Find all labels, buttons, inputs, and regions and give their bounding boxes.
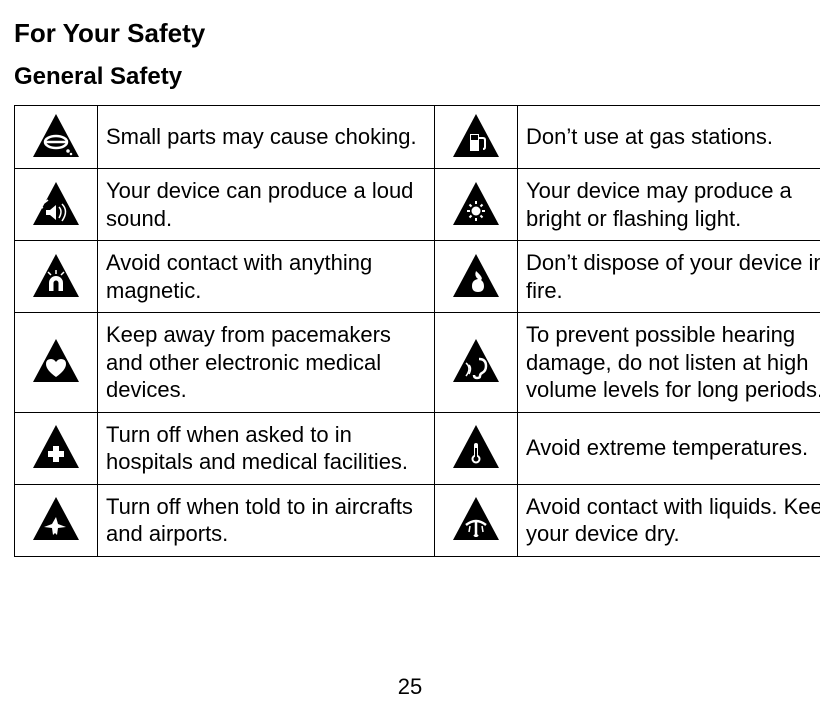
icon-cell <box>435 484 518 556</box>
loud-sound-icon <box>19 180 93 230</box>
pacemaker-icon <box>19 337 93 387</box>
safety-text: Your device can produce a loud sound. <box>98 169 435 241</box>
safety-text: Don’t dispose of your device in fire. <box>518 241 820 313</box>
hearing-icon <box>439 337 513 387</box>
safety-text: Avoid extreme temperatures. <box>518 412 820 484</box>
icon-cell <box>15 106 98 169</box>
safety-text: Keep away from pacemakers and other elec… <box>98 313 435 413</box>
icon-cell <box>435 412 518 484</box>
table-row: Avoid contact with anything magnetic. Do… <box>15 241 820 313</box>
page-subtitle: General Safety <box>14 63 806 91</box>
magnet-icon <box>19 252 93 302</box>
table-row: Turn off when asked to in hospitals and … <box>15 412 820 484</box>
safety-text: Turn off when asked to in hospitals and … <box>98 412 435 484</box>
safety-text: Avoid contact with anything magnetic. <box>98 241 435 313</box>
icon-cell <box>15 484 98 556</box>
icon-cell <box>15 313 98 413</box>
icon-cell <box>15 412 98 484</box>
choking-icon <box>19 112 93 162</box>
icon-cell <box>435 241 518 313</box>
fire-icon <box>439 252 513 302</box>
safety-text: Small parts may cause choking. <box>98 106 435 169</box>
icon-cell <box>435 106 518 169</box>
aircraft-icon <box>19 495 93 545</box>
safety-text: Your device may produce a bright or flas… <box>518 169 820 241</box>
icon-cell <box>435 313 518 413</box>
table-row: Small parts may cause choking. Don’t use… <box>15 106 820 169</box>
table-row: Turn off when told to in aircrafts and a… <box>15 484 820 556</box>
hospital-icon <box>19 423 93 473</box>
document-page: For Your Safety General Safety Small par… <box>0 0 820 710</box>
page-number: 25 <box>0 674 820 700</box>
gas-station-icon <box>439 112 513 162</box>
liquids-icon <box>439 495 513 545</box>
icon-cell <box>15 169 98 241</box>
safety-text: Don’t use at gas stations. <box>518 106 820 169</box>
temperature-icon <box>439 423 513 473</box>
page-title: For Your Safety <box>14 18 806 49</box>
icon-cell <box>435 169 518 241</box>
safety-text: To prevent possible hearing damage, do n… <box>518 313 820 413</box>
icon-cell <box>15 241 98 313</box>
safety-table: Small parts may cause choking. Don’t use… <box>14 105 820 557</box>
safety-text: Turn off when told to in aircrafts and a… <box>98 484 435 556</box>
table-row: Keep away from pacemakers and other elec… <box>15 313 820 413</box>
safety-text: Avoid contact with liquids. Keep your de… <box>518 484 820 556</box>
bright-light-icon <box>439 180 513 230</box>
table-row: Your device can produce a loud sound. <box>15 169 820 241</box>
